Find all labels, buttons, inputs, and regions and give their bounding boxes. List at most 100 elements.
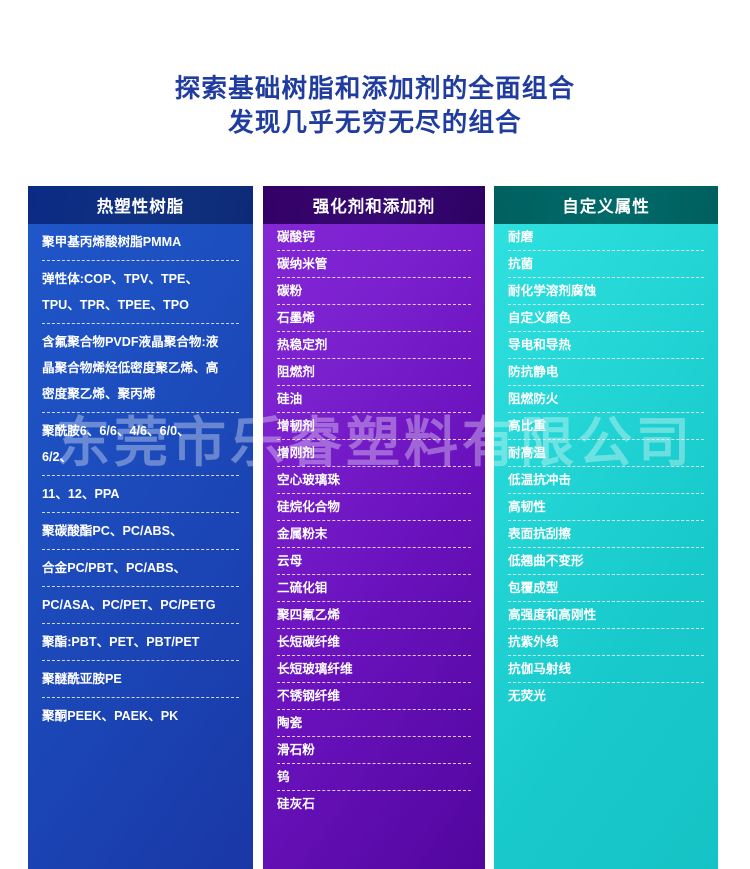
list-item[interactable]: 硅烷化合物 (277, 494, 471, 521)
list-item[interactable]: 抗紫外线 (508, 629, 704, 656)
list-item-label: 抗紫外线 (508, 635, 559, 649)
list-item[interactable]: 耐化学溶剂腐蚀 (508, 278, 704, 305)
list-item[interactable]: 云母 (277, 548, 471, 575)
list-item[interactable]: 抗菌 (508, 251, 704, 278)
column-header-custom-properties: 自定义属性 (494, 186, 718, 224)
list-item[interactable]: 硅油 (277, 386, 471, 413)
list-item[interactable]: 长短玻璃纤维 (277, 656, 471, 683)
list-item[interactable]: 碳酸钙 (277, 224, 471, 251)
list-item[interactable]: 石墨烯 (277, 305, 471, 332)
list-item-label: 低翘曲不变形 (508, 554, 584, 568)
list-item[interactable]: 碳粉 (277, 278, 471, 305)
list-item[interactable]: 阻燃防火 (508, 386, 704, 413)
page-title-line-1: 探索基础树脂和添加剂的全面组合 (174, 75, 576, 103)
list-item-label: 碳纳米管 (277, 257, 328, 271)
list-item-label: 聚碳酸酯PC、PC/ABS、 (42, 524, 183, 538)
list-item-label: 硅灰石 (277, 797, 315, 811)
list-item[interactable]: 高韧性 (508, 494, 704, 521)
list-item-label: 合金PC/PBT、PC/ABS、 (42, 561, 187, 575)
list-item[interactable]: 弹性体:COP、TPV、TPE、 TPU、TPR、TPEE、TPO (42, 261, 239, 324)
list-item-label: 石墨烯 (277, 311, 315, 325)
list-item[interactable]: 陶瓷 (277, 710, 471, 737)
list-item-label: 热稳定剂 (277, 338, 328, 352)
list-item[interactable]: 增刚剂 (277, 440, 471, 467)
list-item[interactable]: 聚酰胺6、6/6、4/6、6/0、 6/2、 (42, 413, 239, 476)
list-item[interactable]: 金属粉末 (277, 521, 471, 548)
list-item[interactable]: 表面抗刮擦 (508, 521, 704, 548)
list-item[interactable]: 不锈钢纤维 (277, 683, 471, 710)
list-item[interactable]: 聚醚酰亚胺PE (42, 661, 239, 698)
list-item-label: 聚四氟乙烯 (277, 608, 340, 622)
list-item[interactable]: 阻燃剂 (277, 359, 471, 386)
list-item[interactable]: 滑石粉 (277, 737, 471, 764)
list-item[interactable]: 硅灰石 (277, 791, 471, 817)
list-item-label: 增刚剂 (277, 446, 315, 460)
list-item-label: 抗伽马射线 (508, 662, 571, 676)
list-item[interactable]: 空心玻璃珠 (277, 467, 471, 494)
list-item-label: 聚醚酰亚胺PE (42, 672, 122, 686)
list-item-label: 高韧性 (508, 500, 546, 514)
list-item-label: 聚甲基丙烯酸树脂PMMA (42, 235, 182, 249)
list-item[interactable]: 11、12、PPA (42, 476, 239, 513)
list-item[interactable]: 无荧光 (508, 683, 704, 709)
list-item-label: 不锈钢纤维 (277, 689, 340, 703)
list-item-label: 含氟聚合物PVDF液晶聚合物:液 晶聚合物烯烃低密度聚乙烯、高 密度聚乙烯、聚丙… (42, 335, 219, 401)
list-item[interactable]: 增韧剂 (277, 413, 471, 440)
list-item[interactable]: 合金PC/PBT、PC/ABS、 (42, 550, 239, 587)
category-columns: 热塑性树脂 聚甲基丙烯酸树脂PMMA 弹性体:COP、TPV、TPE、 TPU、T… (0, 186, 750, 869)
list-item[interactable]: 聚碳酸酯PC、PC/ABS、 (42, 513, 239, 550)
list-item-label: 长短碳纤维 (277, 635, 340, 649)
list-item[interactable]: 长短碳纤维 (277, 629, 471, 656)
list-item-label: 阻燃剂 (277, 365, 315, 379)
list-item-label: 11、12、PPA (42, 487, 120, 501)
list-item-label: 硅烷化合物 (277, 500, 340, 514)
list-item-label: 增韧剂 (277, 419, 315, 433)
column-reinforcements-additives: 强化剂和添加剂 碳酸钙 碳纳米管 碳粉 石墨烯 热稳定剂 阻燃剂 硅油 增韧剂 增刚剂 空心玻璃珠… (263, 186, 485, 869)
list-item-label: 滑石粉 (277, 743, 315, 757)
list-item-label: 包覆成型 (508, 581, 559, 595)
list-item[interactable]: 热稳定剂 (277, 332, 471, 359)
list-item[interactable]: 耐磨 (508, 224, 704, 251)
list-item-label: 耐磨 (508, 230, 534, 244)
list-item-label: 长短玻璃纤维 (277, 662, 353, 676)
list-item-label: 耐化学溶剂腐蚀 (508, 284, 597, 298)
list-item[interactable]: 自定义颜色 (508, 305, 704, 332)
list-item-label: 硅油 (277, 392, 303, 406)
list-item-label: 导电和导热 (508, 338, 571, 352)
list-item[interactable]: 抗伽马射线 (508, 656, 704, 683)
list-item[interactable]: 碳纳米管 (277, 251, 471, 278)
list-item-label: 耐高温 (508, 446, 546, 460)
list-item[interactable]: 聚甲基丙烯酸树脂PMMA (42, 224, 239, 261)
list-item[interactable]: 耐高温 (508, 440, 704, 467)
page-title: 探索基础树脂和添加剂的全面组合 发现几乎无穷无尽的组合 (0, 0, 750, 140)
list-item[interactable]: 防抗静电 (508, 359, 704, 386)
list-item-label: 表面抗刮擦 (508, 527, 571, 541)
list-item[interactable]: 低翘曲不变形 (508, 548, 704, 575)
list-item-label: 聚酯:PBT、PET、PBT/PET (42, 635, 200, 649)
list-item-label: 阻燃防火 (508, 392, 559, 406)
list-item[interactable]: 钨 (277, 764, 471, 791)
list-item[interactable]: 含氟聚合物PVDF液晶聚合物:液 晶聚合物烯烃低密度聚乙烯、高 密度聚乙烯、聚丙… (42, 324, 239, 413)
column-custom-properties: 自定义属性 耐磨抗菌耐化学溶剂腐蚀自定义颜色导电和导热防抗静电阻燃防火高比重耐高… (494, 186, 718, 869)
list-item[interactable]: 二硫化钼 (277, 575, 471, 602)
list-item[interactable]: 高比重 (508, 413, 704, 440)
column-body-thermoplastic-resins: 聚甲基丙烯酸树脂PMMA 弹性体:COP、TPV、TPE、 TPU、TPR、TPE… (28, 224, 253, 869)
list-item[interactable]: 聚四氟乙烯 (277, 602, 471, 629)
list-item-label: 低温抗冲击 (508, 473, 571, 487)
list-item-label: 弹性体:COP、TPV、TPE、 TPU、TPR、TPEE、TPO (42, 272, 199, 312)
list-item-label: 陶瓷 (277, 716, 303, 730)
list-item-label: 无荧光 (508, 689, 546, 703)
list-item-label: 防抗静电 (508, 365, 559, 379)
list-item[interactable]: 低温抗冲击 (508, 467, 704, 494)
list-item-label: 云母 (277, 554, 303, 568)
list-item-label: 二硫化钼 (277, 581, 328, 595)
list-item[interactable]: 高强度和高刚性 (508, 602, 704, 629)
list-item[interactable]: 导电和导热 (508, 332, 704, 359)
list-item[interactable]: 包覆成型 (508, 575, 704, 602)
column-header-thermoplastic-resins: 热塑性树脂 (28, 186, 253, 224)
list-item[interactable]: 聚酮PEEK、PAEK、PK (42, 698, 239, 734)
list-item[interactable]: PC/ASA、PC/PET、PC/PETG (42, 587, 239, 624)
list-item-label: 碳粉 (277, 284, 303, 298)
list-item-label: 高比重 (508, 419, 546, 433)
list-item[interactable]: 聚酯:PBT、PET、PBT/PET (42, 624, 239, 661)
